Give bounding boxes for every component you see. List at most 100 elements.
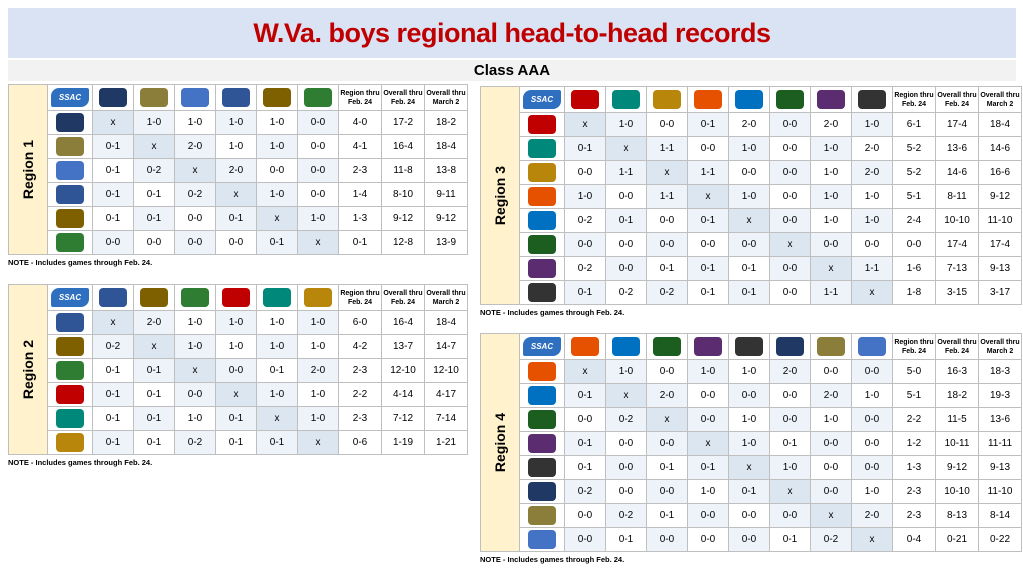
head-to-head-cell: 0-0 (215, 230, 257, 255)
head-to-head-cell: 0-0 (769, 407, 811, 432)
team-logo-cell (564, 333, 606, 360)
team-logo-cell (646, 333, 688, 360)
record-cell: 3-17 (978, 280, 1022, 305)
head-to-head-cell: 1-0 (174, 310, 216, 335)
head-to-head-cell: 1-0 (256, 182, 298, 207)
head-to-head-cell: 0-2 (564, 479, 606, 504)
head-to-head-cell: 1-0 (256, 382, 298, 407)
stat-header: Overall thru Feb. 24 (381, 284, 425, 311)
head-to-head-cell: 0-0 (297, 110, 339, 135)
record-cell: 13-7 (381, 334, 425, 359)
team-logo (776, 337, 804, 356)
header-row: Region 1 SSAC Region thru Feb. 24 Overall t… (8, 84, 468, 255)
head-to-head-cell: 1-0 (728, 136, 770, 161)
team-row: 0-1 0-0 0-0 x 1-0 0-1 0-0 0-0 1-2 10-11 11-11 (481, 431, 1022, 456)
head-to-head-cell: 0-1 (215, 406, 257, 431)
record-cell: 5-2 (892, 160, 936, 185)
record-cell: 18-4 (424, 134, 468, 159)
head-to-head-cell: 0-1 (646, 256, 688, 281)
stat-header: Overall thru Feb. 24 (935, 333, 979, 360)
head-to-head-cell: 0-1 (133, 382, 175, 407)
note: NOTE - Includes games through Feb. 24. (8, 458, 153, 467)
team-logo (56, 313, 84, 332)
team-logo (612, 337, 640, 356)
head-to-head-cell: 2-0 (810, 112, 852, 137)
head-to-head-cell: x (769, 232, 811, 257)
head-to-head-cell: 1-0 (215, 134, 257, 159)
head-to-head-cell: 0-0 (646, 112, 688, 137)
head-to-head-cell: x (92, 110, 134, 135)
head-to-head-cell: 2-0 (133, 310, 175, 335)
team-logo-cell (47, 182, 93, 207)
team-logo-cell (810, 86, 852, 113)
header-row: Region 2 SSAC Region thru Feb. 24 Overall t… (8, 284, 468, 455)
head-to-head-cell: 0-1 (92, 382, 134, 407)
head-to-head-cell: 0-0 (297, 134, 339, 159)
head-to-head-cell: 1-1 (646, 136, 688, 161)
head-to-head-cell: x (256, 406, 298, 431)
stat-header: Overall thru Feb. 24 (935, 86, 979, 113)
head-to-head-cell: x (133, 134, 175, 159)
record-cell: 11-5 (935, 407, 979, 432)
head-to-head-cell: 1-1 (851, 256, 893, 281)
record-cell: 1-3 (892, 455, 936, 480)
team-logo (528, 283, 556, 302)
head-to-head-cell: 0-2 (605, 280, 647, 305)
head-to-head-cell: 0-0 (769, 112, 811, 137)
head-to-head-cell: 1-0 (810, 184, 852, 209)
region: Region 2 SSAC Region thru Feb. 24 Overall t… (8, 284, 468, 467)
head-to-head-cell: 0-1 (92, 158, 134, 183)
note: NOTE - Includes games through Feb. 24. (8, 258, 153, 267)
head-to-head-cell: 1-0 (810, 208, 852, 233)
head-to-head-cell: 2-0 (174, 134, 216, 159)
head-to-head-cell: 0-0 (256, 158, 298, 183)
record-cell: 13-8 (424, 158, 468, 183)
record-cell: 8-10 (381, 182, 425, 207)
team-row: 0-1 0-1 0-2 0-1 0-1 x 0-6 1-19 1-21 (9, 430, 468, 455)
head-to-head-cell: 0-1 (605, 527, 647, 552)
record-cell: 6-1 (892, 112, 936, 137)
team-row: 0-1 x 2-0 0-0 0-0 0-0 2-0 1-0 5-1 18-2 19-3 (481, 383, 1022, 408)
record-cell: 2-2 (892, 407, 936, 432)
head-to-head-cell: 1-0 (810, 160, 852, 185)
record-cell: 5-1 (892, 184, 936, 209)
head-to-head-cell: 1-0 (215, 310, 257, 335)
record-cell: 6-0 (338, 310, 382, 335)
head-to-head-cell: 0-0 (174, 206, 216, 231)
team-logo (571, 90, 599, 109)
record-cell: 9-13 (978, 455, 1022, 480)
header-row: Region 3 SSAC Region thru Feb. 24 Overall t… (480, 86, 1022, 305)
head-to-head-cell: 1-0 (851, 112, 893, 137)
team-logo-cell (47, 430, 93, 455)
head-to-head-cell: x (92, 310, 134, 335)
region-label: Region 1 (20, 139, 36, 200)
head-to-head-cell: 0-2 (174, 182, 216, 207)
head-to-head-cell: 0-0 (215, 358, 257, 383)
record-cell: 2-4 (892, 208, 936, 233)
head-to-head-cell: 0-1 (564, 383, 606, 408)
head-to-head-cell: 0-0 (728, 160, 770, 185)
corner-logo: SSAC (51, 88, 89, 107)
team-logo (817, 337, 845, 356)
head-to-head-cell: 0-1 (92, 134, 134, 159)
head-to-head-cell: 0-2 (564, 256, 606, 281)
record-cell: 18-4 (424, 310, 468, 335)
team-logo (776, 90, 804, 109)
head-to-head-cell: 0-1 (92, 406, 134, 431)
head-to-head-cell: 1-1 (687, 160, 729, 185)
corner-logo-cell: SSAC (519, 333, 565, 360)
head-to-head-cell: 0-2 (564, 208, 606, 233)
head-to-head-cell: 0-0 (564, 527, 606, 552)
team-logo (694, 90, 722, 109)
head-to-head-cell: 0-1 (564, 280, 606, 305)
head-to-head-cell: x (297, 430, 339, 455)
record-cell: 9-12 (381, 206, 425, 231)
head-to-head-cell: 0-0 (769, 383, 811, 408)
team-logo (528, 187, 556, 206)
team-row: 0-1 x 2-0 1-0 1-0 0-0 4-1 16-4 18-4 (9, 134, 468, 159)
head-to-head-cell: 0-0 (174, 382, 216, 407)
team-logo (263, 288, 291, 307)
team-logo-cell (47, 358, 93, 383)
head-to-head-cell: 0-0 (851, 359, 893, 384)
team-logo-cell (47, 158, 93, 183)
